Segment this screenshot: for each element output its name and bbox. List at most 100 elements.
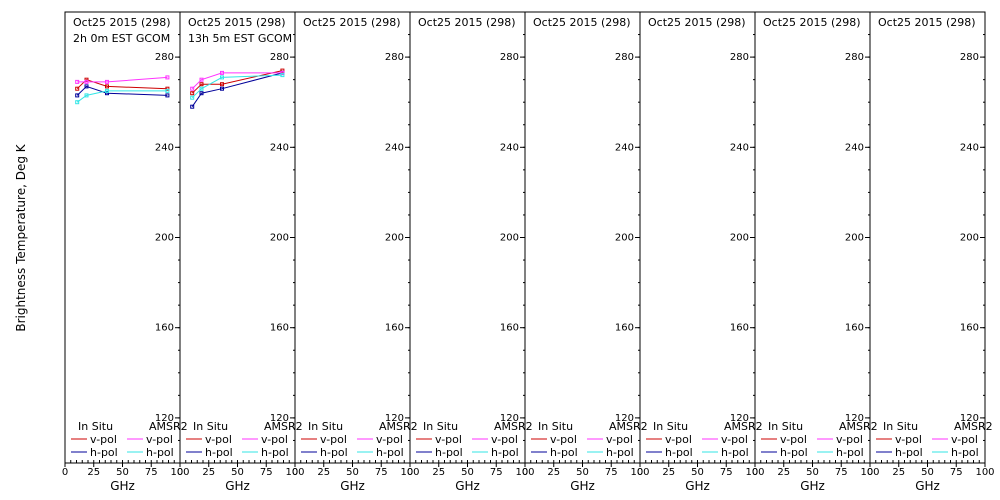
legend-label-insitu_h: h-pol	[665, 446, 693, 459]
y-tick-label: 200	[960, 233, 979, 244]
x-tick-label: 25	[202, 467, 215, 478]
panel-4: Oct25 2015 (298) 120 160 200 240 280 0 25 50 75 10…	[407, 11, 535, 493]
data-point-insitu_v	[165, 86, 170, 91]
legend-label-insitu_v: v-pol	[90, 433, 117, 446]
y-tick-label: 240	[500, 142, 519, 153]
data-point-insitu_h	[75, 93, 80, 98]
legend-insitu-title: In Situ	[883, 420, 918, 433]
x-tick-label: 100	[745, 467, 764, 478]
data-point-amsr2_h	[199, 86, 204, 91]
data-point-insitu_h	[199, 91, 204, 96]
y-tick-label: 120	[960, 413, 979, 424]
x-tick-label: 100	[285, 467, 304, 478]
x-tick-label: 50	[346, 467, 359, 478]
legend-insitu-title: In Situ	[768, 420, 803, 433]
legend-label-amsr2_v: v-pol	[376, 433, 403, 446]
data-point-insitu_v	[280, 68, 285, 73]
x-tick-label: 75	[145, 467, 158, 478]
data-point-amsr2_v	[84, 79, 89, 84]
y-tick-label: 280	[960, 52, 979, 63]
series-line-amsr2_h	[76, 90, 168, 103]
x-tick-label: 100	[860, 467, 879, 478]
y-tick-label: 120	[500, 413, 519, 424]
y-tick-label: 280	[385, 52, 404, 63]
x-axis-label: GHz	[225, 479, 250, 493]
y-tick-label: 240	[845, 142, 864, 153]
panel-8: Oct25 2015 (298) 120 160 200 240 280 0 25 50 75 10…	[867, 11, 995, 493]
panel-subtitle: 13h 5m EST GCOM	[188, 32, 292, 45]
y-tick-label: 160	[155, 323, 174, 334]
x-tick-label: 100	[630, 467, 649, 478]
x-tick-label: 25	[87, 467, 100, 478]
legend-label-amsr2_h: h-pol	[146, 446, 174, 459]
x-tick-label: 0	[637, 467, 643, 478]
data-point-insitu_h	[84, 84, 89, 89]
y-tick-label: 160	[385, 323, 404, 334]
panel-7: Oct25 2015 (298) 120 160 200 240 280 0 25 50 75 10…	[752, 11, 880, 493]
y-tick-label: 120	[155, 413, 174, 424]
y-tick-label: 200	[845, 233, 864, 244]
panel-title: Oct25 2015 (298)	[648, 16, 746, 29]
x-tick-label: 50	[691, 467, 704, 478]
panel-title: Oct25 2015 (298)	[73, 16, 171, 29]
x-tick-label: 0	[752, 467, 758, 478]
y-tick-label: 120	[730, 413, 749, 424]
x-tick-label: 25	[892, 467, 905, 478]
y-tick-label: 200	[500, 233, 519, 244]
x-tick-label: 50	[116, 467, 129, 478]
legend-insitu-title: In Situ	[193, 420, 228, 433]
data-point-amsr2_h	[190, 95, 195, 100]
y-tick-label: 240	[270, 142, 289, 153]
legend-amsr2-title: AMSR2	[494, 420, 533, 433]
series-line-insitu_h	[76, 85, 168, 96]
panel-title: Oct25 2015 (298)	[763, 16, 861, 29]
legend-label-amsr2_h: h-pol	[606, 446, 634, 459]
data-point-amsr2_v	[220, 70, 224, 75]
legend-insitu-title: In Situ	[538, 420, 573, 433]
panel-title: Oct25 2015 (298)	[878, 16, 976, 29]
x-tick-label: 75	[490, 467, 503, 478]
y-tick-label: 120	[385, 413, 404, 424]
x-tick-label: 0	[867, 467, 873, 478]
legend-amsr2-title: AMSR2	[149, 420, 188, 433]
data-point-insitu_v	[84, 77, 89, 82]
y-tick-label: 160	[730, 323, 749, 334]
y-tick-label: 280	[845, 52, 864, 63]
x-axis-label: GHz	[570, 479, 595, 493]
y-tick-label: 280	[155, 52, 174, 63]
x-tick-label: 0	[522, 467, 528, 478]
legend-label-insitu_v: v-pol	[435, 433, 462, 446]
legend-label-insitu_v: v-pol	[550, 433, 577, 446]
panel-5: Oct25 2015 (298) 120 160 200 240 280 0 25 50 75 10…	[522, 11, 650, 493]
x-tick-label: 25	[777, 467, 790, 478]
x-tick-label: 25	[317, 467, 330, 478]
data-point-insitu_v	[220, 82, 224, 87]
data-point-amsr2_h	[75, 100, 80, 105]
legend-amsr2-title: AMSR2	[954, 420, 993, 433]
y-tick-label: 280	[730, 52, 749, 63]
legend-label-amsr2_v: v-pol	[951, 433, 978, 446]
x-tick-label: 50	[461, 467, 474, 478]
x-tick-label: 0	[407, 467, 413, 478]
legend-label-insitu_h: h-pol	[205, 446, 233, 459]
x-tick-label: 50	[231, 467, 244, 478]
y-tick-label: 160	[960, 323, 979, 334]
legend-label-insitu_v: v-pol	[895, 433, 922, 446]
series-line-insitu_v	[76, 79, 168, 90]
x-tick-label: 75	[950, 467, 963, 478]
y-tick-label: 160	[270, 323, 289, 334]
legend-label-amsr2_h: h-pol	[836, 446, 864, 459]
panel-title: Oct25 2015 (298)	[303, 16, 401, 29]
y-tick-label: 200	[385, 233, 404, 244]
x-tick-label: 100	[515, 467, 534, 478]
legend-label-amsr2_v: v-pol	[261, 433, 288, 446]
series-line-amsr2_v	[77, 76, 168, 83]
panel-title: Oct25 2015 (298)	[188, 16, 286, 29]
series-line-amsr2_h	[191, 74, 283, 99]
legend-label-amsr2_v: v-pol	[836, 433, 863, 446]
x-tick-label: 75	[835, 467, 848, 478]
legend-label-insitu_h: h-pol	[550, 446, 578, 459]
series-line-insitu_v	[191, 70, 283, 94]
x-axis-label: GHz	[110, 479, 135, 493]
